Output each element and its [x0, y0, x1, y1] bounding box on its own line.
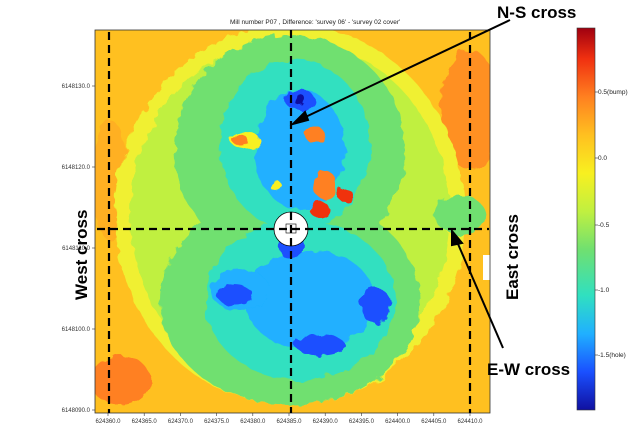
chart-title: Mill number P07 , Difference: 'survey 06…: [230, 19, 400, 26]
colorbar: [576, 27, 596, 411]
colorbar-tick-label: 0.0: [598, 155, 607, 162]
ew-arrow: [454, 236, 504, 349]
colorbar-tick-label: -1.0: [598, 287, 610, 294]
x-tick-label: 624400.0: [385, 419, 411, 425]
x-tick-label: 624395.0: [349, 419, 375, 425]
ew-cross-label: E-W cross: [487, 360, 570, 379]
west-cross-label: West cross: [72, 210, 91, 300]
y-tick-label: 6148100.0: [62, 327, 91, 333]
contour-plot-area: [95, 30, 490, 413]
y-axis-ticks: 6148130.0 6148120.0 6148110.0 6148100.0 6148…: [62, 84, 95, 414]
colorbar-ticks: 0.5(bump) 0.0 -0.5 -1.0 -1.5(hole): [595, 89, 628, 359]
y-tick-label: 6148120.0: [62, 165, 91, 171]
cross-lines: [97, 30, 489, 413]
x-tick-label: 624365.0: [132, 419, 158, 425]
x-tick-label: 624370.0: [168, 419, 194, 425]
ns-cross-label: N-S cross: [497, 3, 576, 22]
colorbar-tick-label: 0.5(bump): [598, 89, 628, 96]
x-axis-ticks: 624360.0 624365.0 624370.0 624375.0 624380.0…: [95, 413, 483, 425]
ns-arrow: [296, 19, 511, 122]
x-tick-label: 624405.0: [421, 419, 447, 425]
annotation-arrows: [289, 19, 511, 349]
colorbar-tick-label: -0.5: [598, 222, 610, 229]
x-tick-label: 624390.0: [313, 419, 339, 425]
y-tick-label: 6148090.0: [62, 408, 91, 414]
y-tick-label: 6148130.0: [62, 84, 91, 90]
colorbar-tick-label: -1.5(hole): [598, 352, 626, 359]
x-tick-label: 624385.0: [276, 419, 302, 425]
x-tick-label: 624375.0: [204, 419, 230, 425]
x-tick-label: 624410.0: [457, 419, 483, 425]
y-tick-label: 6148110.0: [62, 246, 91, 252]
x-tick-label: 624380.0: [240, 419, 266, 425]
x-tick-label: 624360.0: [95, 419, 121, 425]
east-cross-label: East cross: [503, 214, 522, 300]
plot-frame: [94, 29, 491, 414]
